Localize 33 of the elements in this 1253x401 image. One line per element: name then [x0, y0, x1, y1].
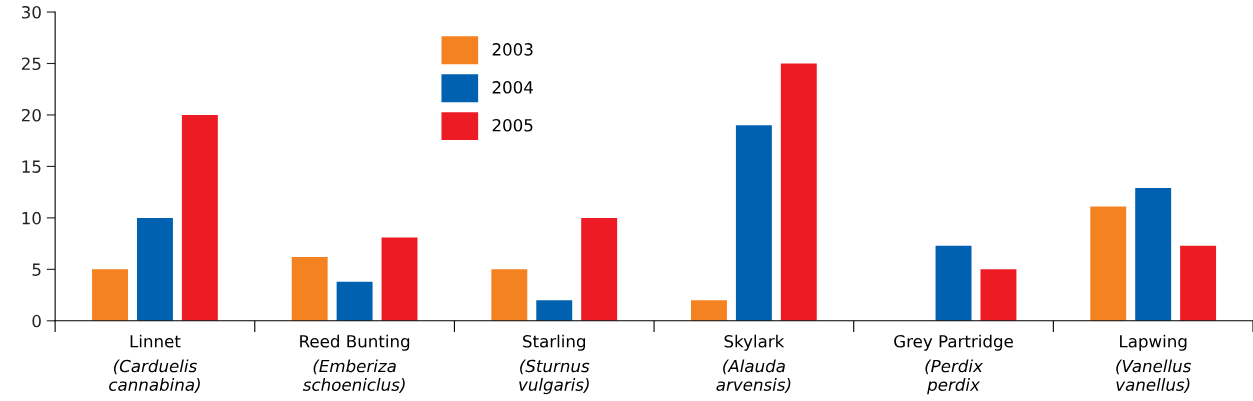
- x-tick-label: Starling (Sturnus vulgaris): [519, 334, 590, 395]
- bar: [1135, 188, 1172, 321]
- bar: [735, 125, 772, 321]
- legend-label: 2004: [492, 81, 533, 94]
- bar: [536, 300, 573, 321]
- bar: [291, 256, 328, 321]
- x-tick-label: Grey Partridge (Perdix perdix: [894, 334, 1013, 395]
- bar: [780, 63, 817, 321]
- bar: [381, 237, 418, 321]
- legend-label: 2005: [492, 118, 533, 132]
- bar: [92, 269, 128, 321]
- legend-label: 2003: [492, 43, 533, 56]
- bar: [181, 114, 218, 321]
- bar: [1090, 206, 1127, 321]
- x-tick-label: Linnet (Carduelis cannabina): [109, 334, 200, 393]
- bar: [491, 269, 528, 321]
- bar: [1180, 245, 1217, 321]
- bar: [935, 245, 972, 321]
- y-tick-label: 30: [22, 5, 41, 19]
- bar: [136, 217, 173, 321]
- y-tick-label: 5: [32, 263, 41, 276]
- y-tick-label: 0: [32, 314, 41, 328]
- bar: [691, 300, 727, 321]
- y-tick-label: 15: [22, 160, 41, 173]
- bar: [980, 269, 1017, 321]
- y-tick-label: 20: [21, 108, 41, 122]
- x-tick-label: Skylark (Alauda arvensis): [716, 334, 791, 393]
- x-tick-label: Lapwing (Vanellus vanellus): [1116, 334, 1192, 393]
- x-tick-label: Reed Bunting (Emberiza schoeniclus): [300, 334, 410, 393]
- bar: [336, 281, 373, 321]
- y-tick-label: 10: [22, 211, 41, 225]
- bar: [581, 217, 618, 321]
- y-tick-label: 25: [21, 57, 41, 71]
